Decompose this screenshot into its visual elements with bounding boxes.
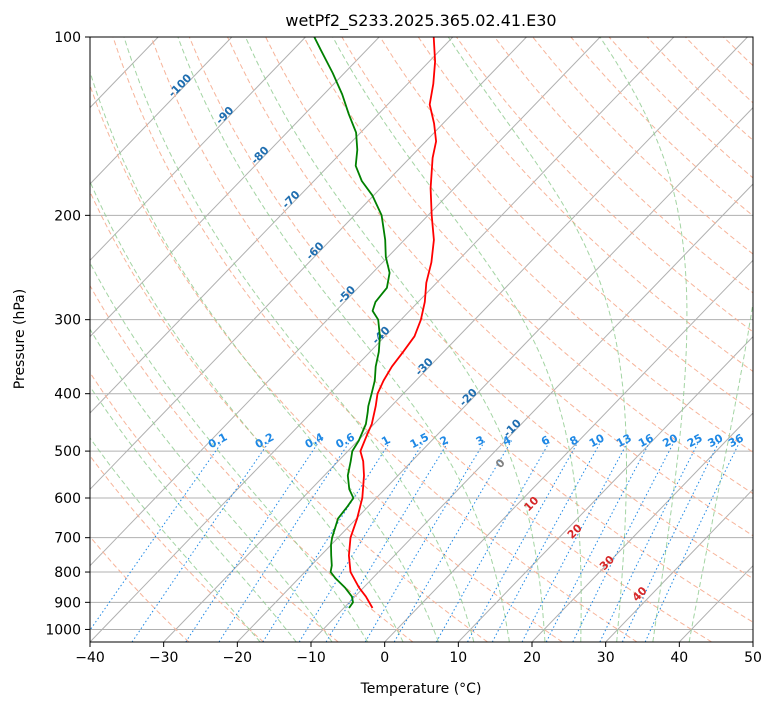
x-tick-label: −10 <box>296 650 326 666</box>
y-tick-label: 800 <box>54 565 81 581</box>
plot-background <box>90 37 753 642</box>
y-tick-label: 400 <box>54 387 81 403</box>
y-tick-label: 700 <box>54 531 81 547</box>
y-tick-label: 900 <box>54 595 81 611</box>
x-tick-label: −20 <box>223 650 253 666</box>
x-tick-label: −40 <box>75 650 105 666</box>
chart-title: wetPf2_S233.2025.365.02.41.E30 <box>285 11 556 31</box>
y-tick-label: 500 <box>54 444 81 460</box>
x-tick-label: 20 <box>523 650 541 666</box>
x-tick-label: 10 <box>449 650 467 666</box>
x-axis-label: Temperature (°C) <box>360 681 482 697</box>
x-tick-label: −30 <box>149 650 179 666</box>
x-tick-label: 50 <box>744 650 762 666</box>
x-tick-label: 40 <box>670 650 688 666</box>
y-axis-label: Pressure (hPa) <box>12 289 28 389</box>
y-tick-label: 200 <box>54 208 81 224</box>
y-tick-label: 300 <box>54 313 81 329</box>
y-tick-label: 1000 <box>45 622 81 638</box>
x-tick-label: 0 <box>380 650 389 666</box>
y-tick-label: 600 <box>54 491 81 507</box>
y-tick-label: 100 <box>54 30 81 46</box>
x-tick-label: 30 <box>597 650 615 666</box>
